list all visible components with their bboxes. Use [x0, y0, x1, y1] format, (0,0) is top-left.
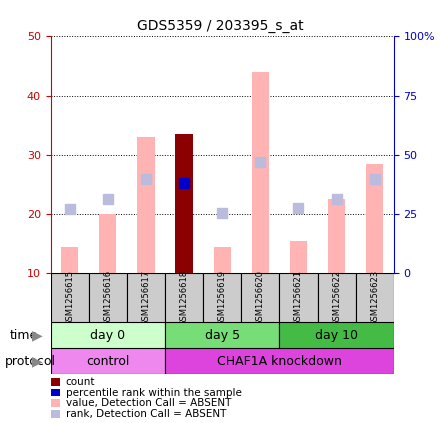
Bar [214, 247, 231, 273]
Bar [290, 241, 307, 273]
Text: GSM1256620: GSM1256620 [256, 269, 265, 326]
Bar [366, 164, 383, 273]
Point [180, 179, 187, 186]
Point [295, 205, 302, 212]
Text: count: count [66, 377, 95, 387]
Text: day 5: day 5 [205, 329, 240, 341]
Bar [51, 273, 89, 322]
Text: day 10: day 10 [315, 329, 358, 341]
Bar [279, 322, 394, 348]
Text: GSM1256616: GSM1256616 [103, 269, 112, 326]
Bar [165, 348, 394, 374]
Text: GSM1256622: GSM1256622 [332, 269, 341, 326]
Bar [99, 214, 117, 273]
Point [257, 159, 264, 165]
Point [66, 206, 73, 213]
Bar [61, 247, 78, 273]
Bar [279, 273, 318, 322]
Bar [176, 134, 193, 273]
Bar [252, 72, 269, 273]
Bar [51, 322, 165, 348]
Bar [241, 273, 279, 322]
Bar [127, 273, 165, 322]
Bar [356, 273, 394, 322]
Text: ▶: ▶ [32, 354, 43, 368]
Bar [51, 348, 165, 374]
Text: rank, Detection Call = ABSENT: rank, Detection Call = ABSENT [66, 409, 226, 419]
Text: control: control [86, 355, 129, 368]
Text: CHAF1A knockdown: CHAF1A knockdown [217, 355, 342, 368]
Text: value, Detection Call = ABSENT: value, Detection Call = ABSENT [66, 398, 231, 408]
Point [104, 196, 111, 203]
Bar [318, 273, 356, 322]
Bar [328, 199, 345, 273]
Text: percentile rank within the sample: percentile rank within the sample [66, 387, 242, 398]
Point [333, 196, 340, 203]
Text: GSM1256621: GSM1256621 [294, 269, 303, 326]
Text: GSM1256615: GSM1256615 [65, 269, 74, 326]
Text: GSM1256619: GSM1256619 [218, 269, 227, 326]
Text: day 0: day 0 [90, 329, 125, 341]
Text: ▶: ▶ [32, 328, 43, 342]
Bar [165, 273, 203, 322]
Bar [203, 273, 241, 322]
Text: GSM1256623: GSM1256623 [370, 269, 379, 326]
Text: GDS5359 / 203395_s_at: GDS5359 / 203395_s_at [137, 19, 303, 33]
Text: time: time [10, 329, 38, 341]
Text: protocol: protocol [4, 355, 55, 368]
Text: GSM1256618: GSM1256618 [180, 269, 189, 326]
Bar [137, 137, 154, 273]
Text: GSM1256617: GSM1256617 [141, 269, 150, 326]
Point [143, 175, 150, 182]
Bar [89, 273, 127, 322]
Point [371, 175, 378, 182]
Point [219, 209, 226, 216]
Bar [165, 322, 279, 348]
